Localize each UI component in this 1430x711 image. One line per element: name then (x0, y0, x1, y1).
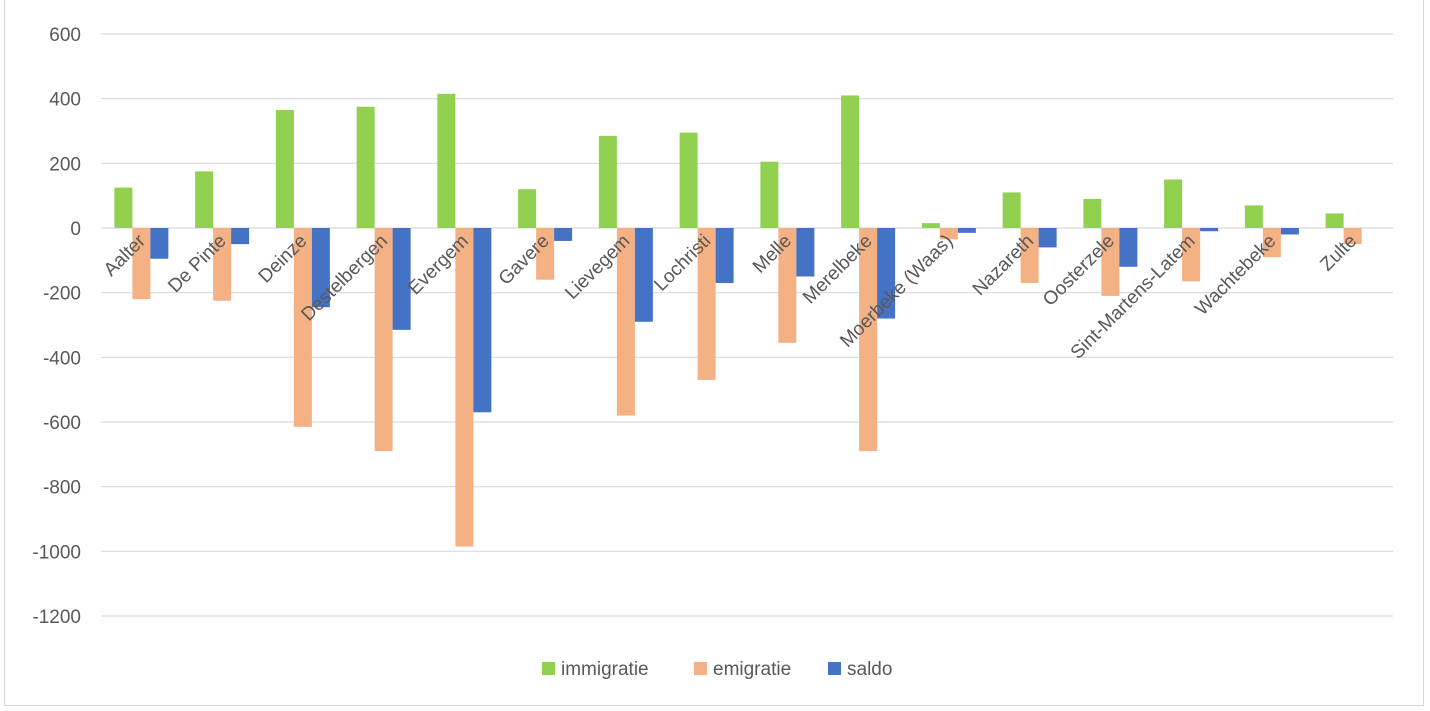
y-tick-label: -800 (43, 478, 81, 499)
y-axis-ticks: 600 400 200 0 -200 -400 -600 -800 -1000 -1200 (32, 25, 81, 628)
bar-emigratie (1182, 228, 1201, 282)
legend-swatch-emigratie (694, 662, 707, 675)
y-tick-label: 200 (49, 154, 81, 175)
bar-immigratie (598, 135, 617, 228)
bar-saldo (311, 228, 330, 308)
bar-immigratie (437, 93, 456, 228)
bar-emigratie (374, 228, 393, 452)
y-tick-label: -600 (43, 413, 81, 434)
y-tick-label: -400 (43, 348, 81, 369)
bar-immigratie (679, 132, 698, 228)
bar-saldo (634, 228, 653, 322)
legend: immigratie emigratie saldo (542, 659, 892, 680)
bar-immigratie (1325, 213, 1344, 228)
bar-immigratie (841, 95, 860, 228)
bar-saldo (231, 228, 250, 245)
y-tick-label: 0 (70, 219, 81, 240)
bar-saldo (957, 228, 976, 233)
category-label: Wachtebeke (1191, 231, 1280, 320)
bar-emigratie (455, 228, 474, 547)
bar-emigratie (213, 228, 232, 301)
bar-emigratie (778, 228, 797, 343)
legend-label: emigratie (713, 659, 791, 680)
bar-immigratie (275, 109, 294, 228)
bar-saldo (392, 228, 411, 330)
bar-saldo (877, 228, 896, 319)
y-tick-label: 600 (49, 25, 81, 46)
bar-emigratie (293, 228, 312, 427)
chart-frame: 600 400 200 0 -200 -400 -600 -800 -1000 -1200 Aal… (4, 0, 1424, 706)
bar-saldo (796, 228, 815, 277)
bar-emigratie (536, 228, 555, 280)
bar-immigratie (356, 106, 375, 228)
bar-saldo (473, 228, 492, 413)
legend-swatch-immigratie (542, 662, 555, 675)
bar-emigratie (697, 228, 716, 380)
bar-immigratie (1083, 198, 1102, 228)
bar-emigratie (939, 228, 958, 240)
bar-immigratie (1164, 179, 1183, 228)
y-tick-label: -1200 (32, 607, 81, 628)
bar-immigratie (518, 189, 537, 228)
bar-saldo (715, 228, 734, 283)
bar-immigratie (760, 161, 779, 228)
legend-label: immigratie (561, 659, 649, 680)
bar-saldo (1119, 228, 1138, 267)
bar-emigratie (859, 228, 878, 452)
bar-immigratie (114, 187, 133, 228)
bar-immigratie (195, 171, 214, 228)
bar-emigratie (1262, 228, 1281, 258)
bars (114, 93, 1362, 547)
y-tick-label: -200 (43, 284, 81, 305)
bar-emigratie (1101, 228, 1120, 296)
bar-immigratie (1002, 192, 1021, 228)
bar-saldo (1038, 228, 1057, 248)
y-tick-label: -1000 (32, 542, 81, 563)
bar-immigratie (921, 223, 940, 228)
bar-saldo (150, 228, 169, 259)
bar-emigratie (132, 228, 151, 300)
bar-saldo (1280, 228, 1299, 235)
bar-immigratie (1244, 205, 1263, 228)
y-tick-label: 400 (49, 90, 81, 111)
legend-swatch-saldo (828, 662, 841, 675)
legend-label: saldo (847, 659, 892, 680)
bar-emigratie (1020, 228, 1039, 283)
bar-emigratie (616, 228, 635, 416)
bar-saldo (554, 228, 573, 241)
bar-emigratie (1343, 228, 1362, 245)
bar-saldo (1200, 228, 1219, 232)
